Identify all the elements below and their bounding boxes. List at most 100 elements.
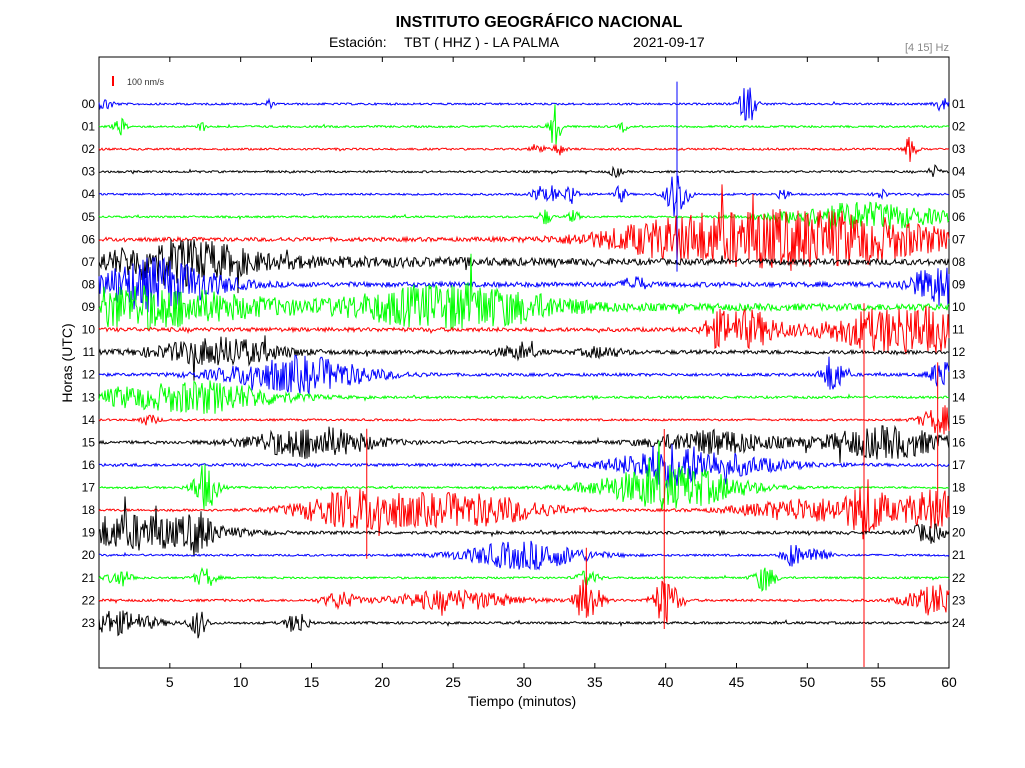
large-spikes (366, 81, 939, 667)
hour-label-left: 10 (82, 323, 96, 337)
page-title: INSTITUTO GEOGRÁFICO NACIONAL (396, 12, 683, 31)
hour-label-left: 20 (82, 548, 96, 562)
trace-hour-08 (98, 257, 950, 313)
hour-label-left: 00 (82, 97, 96, 111)
hour-label-left: 02 (82, 142, 96, 156)
hour-label-right: 21 (952, 548, 966, 562)
hour-label-left: 04 (82, 187, 96, 201)
trace-hour-13 (98, 380, 950, 414)
trace-hour-09 (98, 253, 950, 331)
trace-hour-20 (98, 540, 950, 571)
hour-label-left: 21 (82, 571, 96, 585)
filter-band: [4 15] Hz (905, 42, 949, 54)
trace-hour-14 (98, 405, 950, 435)
hour-label-left: 11 (83, 345, 96, 359)
hour-label-right: 24 (952, 616, 966, 630)
hour-label-right: 22 (952, 571, 966, 585)
trace-hour-11 (98, 335, 949, 381)
hour-label-left: 06 (82, 232, 96, 246)
trace-hour-12 (98, 354, 950, 396)
x-axis-ticks: 5 10 15 20 25 30 35 40 45 50 55 60 (166, 57, 957, 690)
hour-label-right: 13 (952, 368, 966, 382)
x-axis-label: Tiempo (minutos) (468, 693, 576, 709)
x-tick-label: 10 (233, 674, 249, 690)
x-tick-label: 15 (304, 674, 320, 690)
x-tick-label: 25 (445, 674, 461, 690)
x-tick-label: 40 (658, 674, 674, 690)
hour-label-right: 14 (952, 390, 966, 404)
hour-label-left: 09 (82, 300, 96, 314)
trace-hour-07 (98, 238, 950, 294)
station-label: Estación: (329, 34, 387, 50)
trace-hour-23 (98, 610, 950, 639)
hour-label-left: 19 (82, 526, 96, 540)
hour-labels-left: 00 01 02 03 04 05 06 07 08 09 10 11 12 13 14 15 16 17 18 19… (82, 97, 96, 630)
hour-label-right: 01 (952, 97, 966, 111)
trace-hour-17 (98, 440, 950, 511)
x-tick-label: 45 (729, 674, 745, 690)
hour-labels-right: 01 02 03 04 05 06 07 08 09 10 11 12 13 14 15 16 17 18 19 20… (952, 97, 966, 630)
hour-label-right: 05 (952, 187, 966, 201)
hour-label-left: 15 (82, 435, 96, 449)
x-tick-label: 55 (870, 674, 886, 690)
trace-hour-00 (98, 87, 950, 121)
seismic-traces (98, 87, 950, 639)
hour-label-right: 18 (952, 481, 966, 495)
hour-label-left: 16 (82, 458, 96, 472)
hour-label-left: 22 (82, 593, 96, 607)
hour-label-right: 20 (952, 526, 966, 540)
trace-hour-06 (98, 184, 950, 271)
hour-label-right: 19 (952, 503, 966, 517)
hour-label-left: 23 (82, 616, 96, 630)
hour-label-left: 07 (82, 255, 96, 269)
hour-label-left: 12 (82, 368, 96, 382)
x-tick-label: 60 (941, 674, 957, 690)
hour-label-right: 08 (952, 255, 966, 269)
hour-label-right: 17 (952, 458, 966, 472)
scale-label: 100 nm/s (127, 77, 165, 87)
hour-label-right: 12 (952, 345, 966, 359)
trace-hour-18 (98, 479, 950, 540)
trace-hour-10 (98, 306, 950, 355)
hour-label-right: 23 (952, 593, 966, 607)
hour-label-left: 14 (82, 413, 96, 427)
hour-label-left: 18 (82, 503, 96, 517)
hour-label-left: 01 (82, 120, 96, 134)
hour-label-right: 06 (952, 210, 966, 224)
trace-hour-03 (98, 164, 950, 179)
trace-hour-04 (98, 175, 950, 217)
hour-label-left: 17 (82, 481, 96, 495)
y-axis-label: Horas (UTC) (59, 323, 75, 402)
trace-hour-16 (98, 444, 950, 489)
trace-hour-01 (98, 104, 950, 146)
trace-hour-02 (98, 136, 950, 162)
x-tick-label: 35 (587, 674, 603, 690)
record-date: 2021-09-17 (633, 34, 705, 50)
hour-label-right: 07 (952, 232, 966, 246)
x-tick-label: 5 (166, 674, 174, 690)
trace-hour-21 (98, 566, 950, 593)
trace-hour-05 (98, 201, 950, 230)
hour-label-right: 11 (952, 323, 965, 337)
hour-label-right: 04 (952, 165, 966, 179)
x-tick-label: 20 (375, 674, 391, 690)
plot-frame (98, 56, 950, 669)
hour-label-left: 03 (82, 165, 96, 179)
hour-label-right: 03 (952, 142, 966, 156)
hour-label-right: 09 (952, 277, 966, 291)
hour-label-left: 05 (82, 210, 96, 224)
x-tick-label: 30 (516, 674, 532, 690)
hour-label-left: 13 (82, 390, 96, 404)
plot-area: 100 nm/s 00 01 02 03 04 05 06 07 08 09 10 11 12 13 14 1… (82, 56, 966, 690)
hour-label-right: 02 (952, 120, 966, 134)
hour-label-left: 08 (82, 277, 96, 291)
x-tick-label: 50 (800, 674, 816, 690)
trace-hour-15 (98, 424, 950, 463)
hour-label-right: 15 (952, 413, 966, 427)
station-name: TBT ( HHZ ) - LA PALMA (404, 34, 560, 50)
trace-hour-22 (98, 577, 950, 623)
hour-label-right: 16 (952, 435, 966, 449)
trace-hour-19 (98, 496, 950, 557)
hour-label-right: 10 (952, 300, 966, 314)
